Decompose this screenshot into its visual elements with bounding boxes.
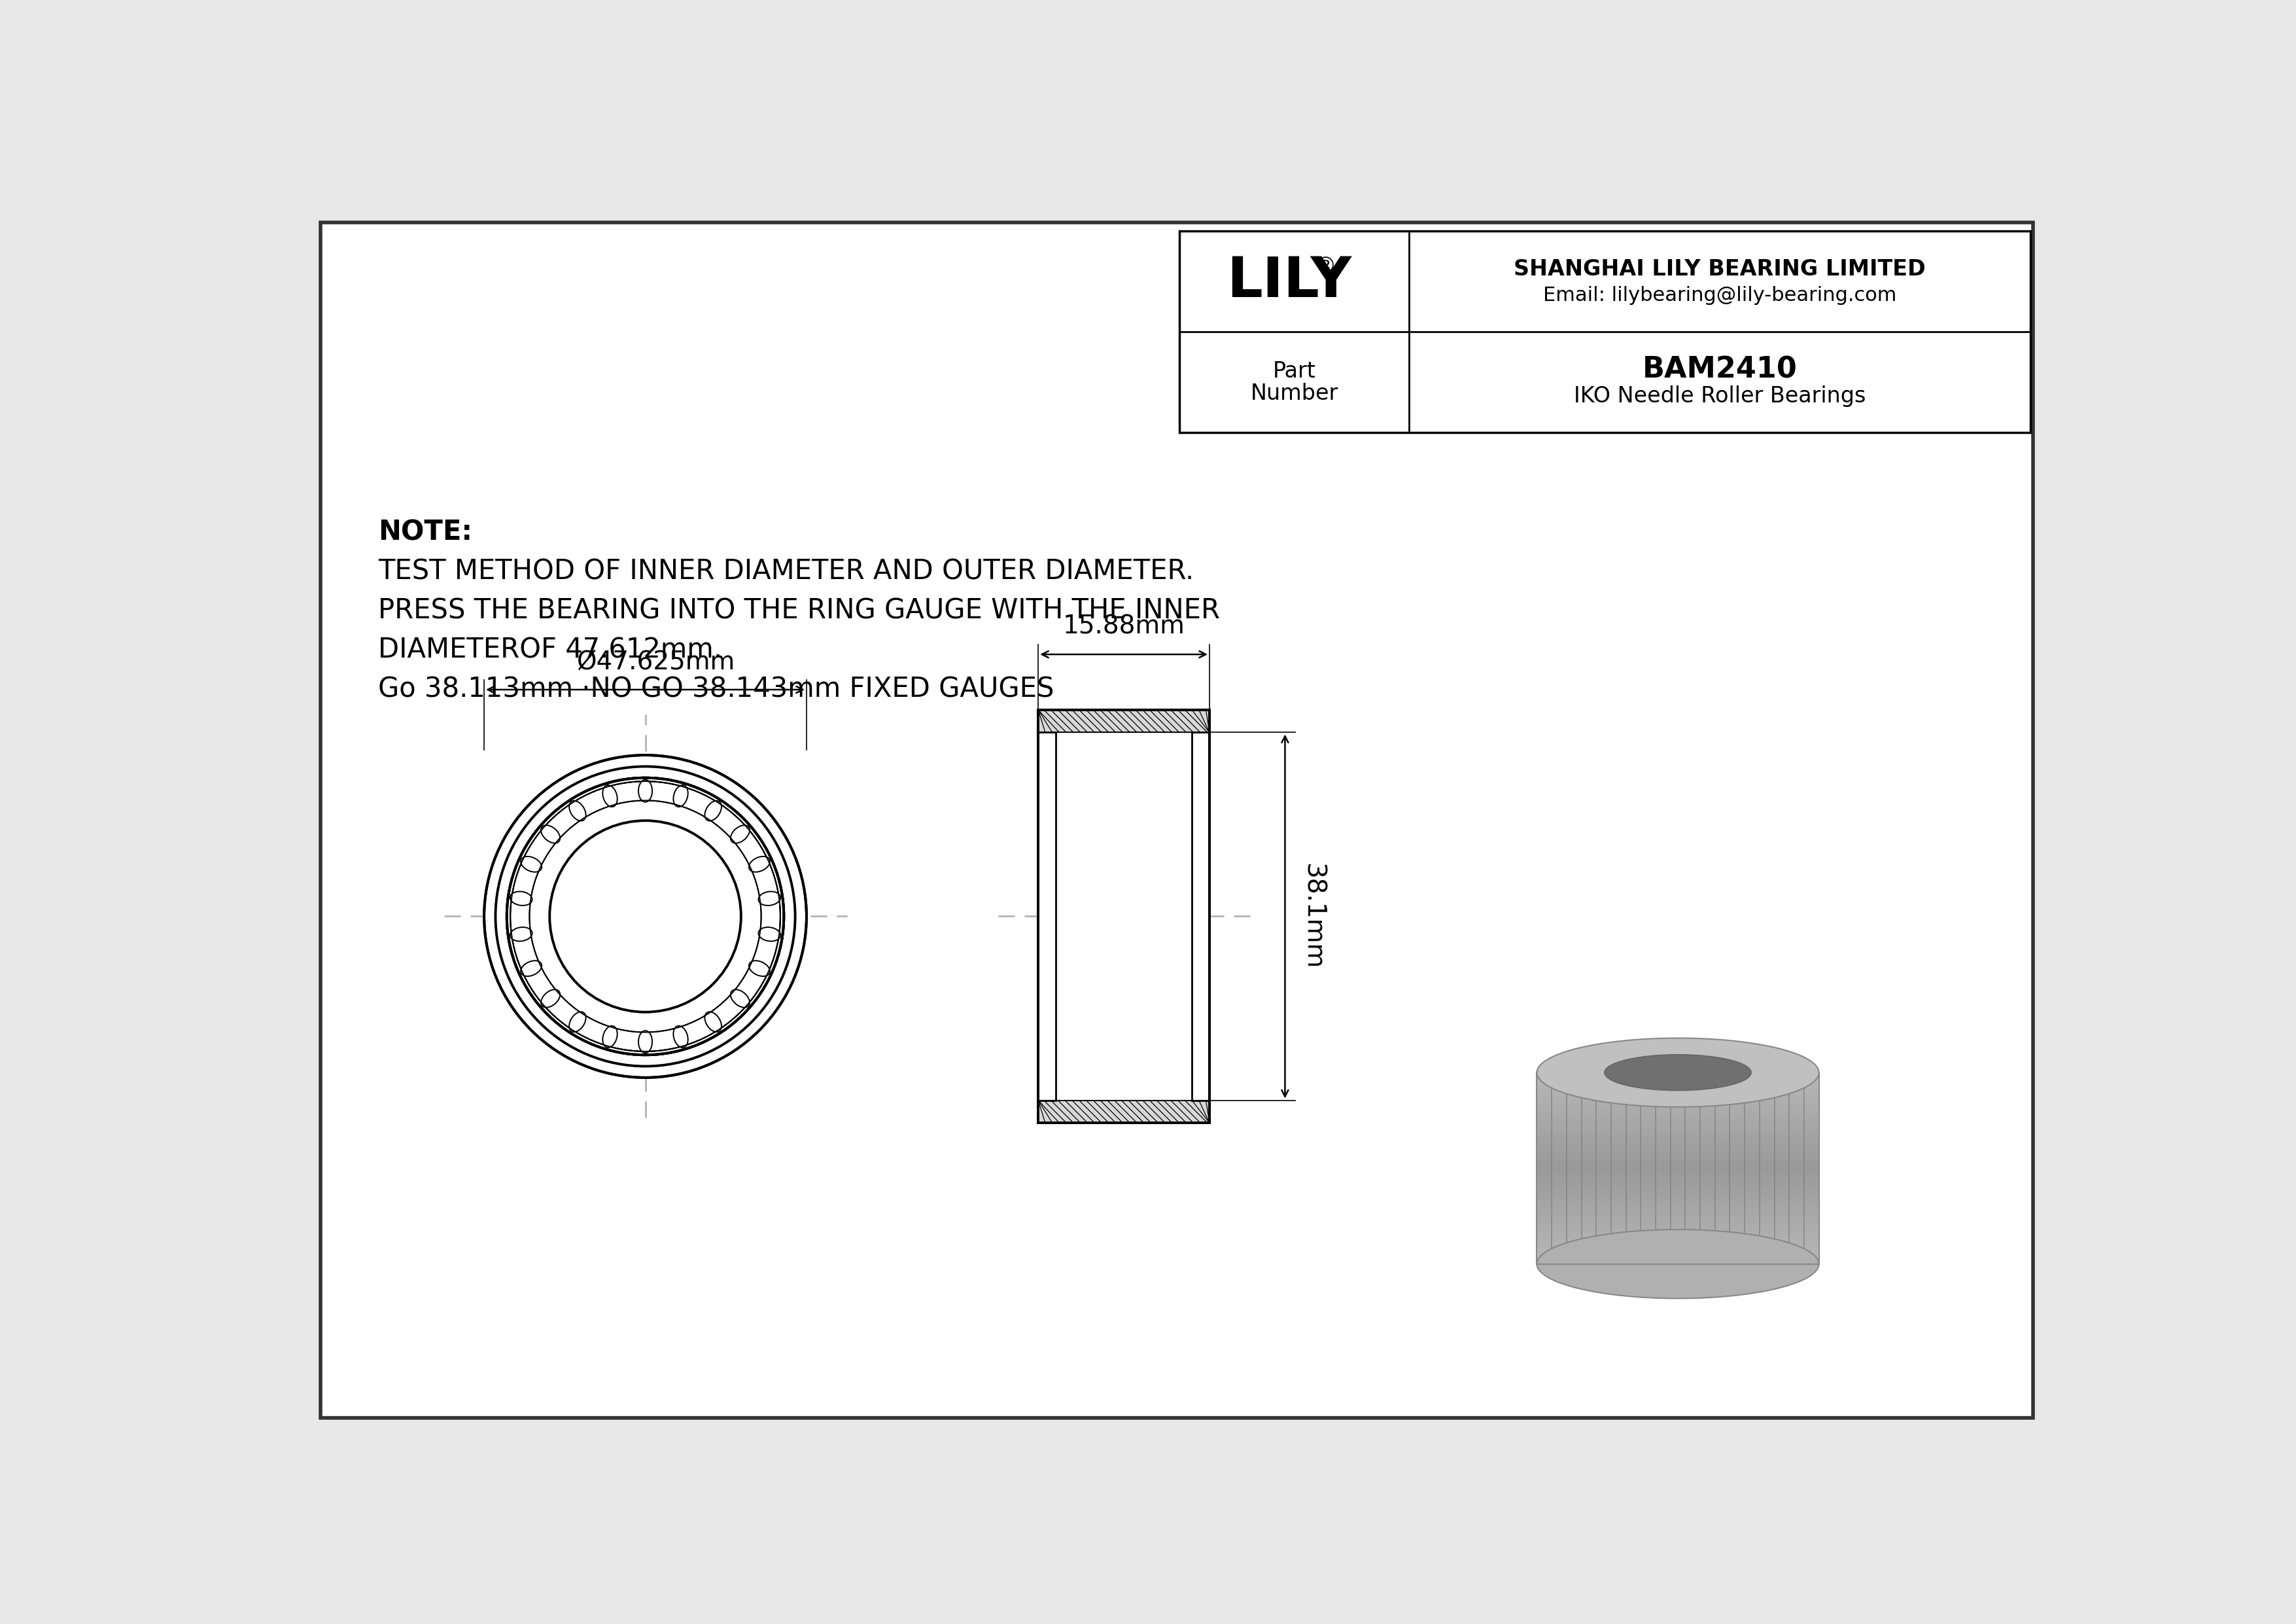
Text: Number: Number: [1251, 383, 1339, 404]
Ellipse shape: [673, 1026, 689, 1047]
Ellipse shape: [758, 927, 781, 942]
Ellipse shape: [705, 801, 721, 820]
Ellipse shape: [521, 856, 542, 872]
Text: Email: lilybearing@lily-bearing.com: Email: lilybearing@lily-bearing.com: [1543, 286, 1896, 305]
Text: Part: Part: [1272, 361, 1316, 382]
Ellipse shape: [542, 825, 560, 843]
Ellipse shape: [1605, 1054, 1752, 1090]
Ellipse shape: [730, 825, 748, 843]
Ellipse shape: [521, 961, 542, 976]
Ellipse shape: [1536, 1229, 1818, 1299]
Bar: [1038, 710, 1210, 1122]
Circle shape: [482, 752, 808, 1080]
Bar: [1038, 1099, 1210, 1122]
Ellipse shape: [510, 927, 533, 942]
Ellipse shape: [602, 784, 618, 807]
Bar: [1038, 710, 1210, 1122]
Text: 15.88mm: 15.88mm: [1063, 614, 1185, 640]
Bar: [1180, 231, 2030, 432]
Bar: [1038, 710, 1210, 732]
Text: PRESS THE BEARING INTO THE RING GAUGE WITH THE INNER: PRESS THE BEARING INTO THE RING GAUGE WI…: [379, 598, 1219, 624]
Ellipse shape: [638, 1031, 652, 1052]
Ellipse shape: [569, 801, 585, 820]
Circle shape: [549, 820, 742, 1012]
Text: IKO Needle Roller Bearings: IKO Needle Roller Bearings: [1573, 385, 1867, 408]
Circle shape: [507, 778, 783, 1056]
Text: 38.1mm: 38.1mm: [1300, 864, 1325, 970]
Text: NOTE:: NOTE:: [379, 518, 473, 546]
Ellipse shape: [602, 1026, 618, 1047]
Ellipse shape: [542, 989, 560, 1007]
Ellipse shape: [673, 784, 689, 807]
Bar: [1536, 1072, 1818, 1263]
Text: ®: ®: [1313, 255, 1336, 278]
Ellipse shape: [705, 1012, 721, 1031]
Circle shape: [484, 755, 806, 1078]
Text: BAM2410: BAM2410: [1642, 356, 1798, 383]
Ellipse shape: [730, 989, 748, 1007]
Ellipse shape: [510, 892, 533, 906]
Text: SHANGHAI LILY BEARING LIMITED: SHANGHAI LILY BEARING LIMITED: [1513, 258, 1926, 279]
Text: DIAMETEROF 47.612mm.: DIAMETEROF 47.612mm.: [379, 637, 723, 664]
Ellipse shape: [569, 1012, 585, 1031]
Ellipse shape: [758, 892, 781, 906]
Text: TEST METHOD OF INNER DIAMETER AND OUTER DIAMETER.: TEST METHOD OF INNER DIAMETER AND OUTER …: [379, 557, 1194, 585]
Text: Go 38.113mm ·NO GO 38.143mm FIXED GAUGES: Go 38.113mm ·NO GO 38.143mm FIXED GAUGES: [379, 676, 1054, 703]
Ellipse shape: [748, 961, 769, 976]
Ellipse shape: [1536, 1038, 1818, 1108]
Circle shape: [510, 781, 781, 1051]
Ellipse shape: [638, 780, 652, 802]
Text: LILY: LILY: [1226, 255, 1352, 309]
Ellipse shape: [748, 856, 769, 872]
Text: Ø47.625mm: Ø47.625mm: [576, 650, 735, 674]
